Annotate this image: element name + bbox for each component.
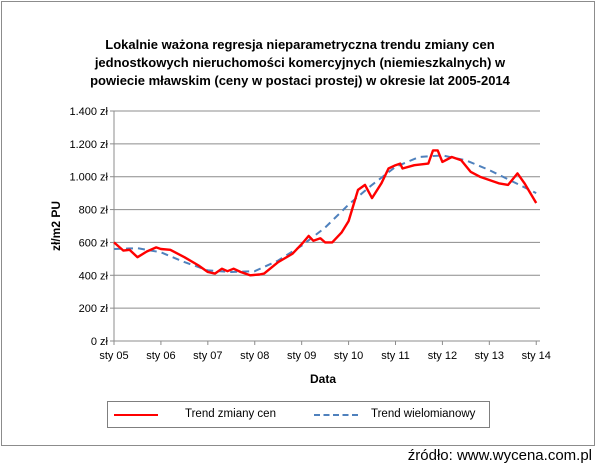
gridlines [114,110,540,309]
x-tick-label: sty 06 [146,350,175,362]
x-tick-label: sty 13 [475,350,504,362]
y-tick-label: 1.000 zł [69,172,108,184]
chart-title: Lokalnie ważona regresja nieparametryczn… [60,36,540,90]
x-tick-label: sty 14 [522,350,551,362]
legend-swatch-polynomial [314,414,358,416]
x-tick-label: sty 11 [381,350,410,362]
x-tick-label: sty 12 [428,350,457,362]
x-tick-label: sty 10 [334,350,363,362]
axes [110,110,540,345]
y-axis-label: zł/m2 PU [49,201,63,251]
chart-title-line-1: Lokalnie ważona regresja nieparametryczn… [105,37,495,52]
x-axis-label: Data [310,372,336,386]
chart-title-line-2: jednostkowych nieruchomości komercyjnych… [94,55,506,70]
legend-label-polynomial: Trend wielomianowy [371,408,476,420]
series-line-polynomial [113,154,537,273]
y-tick-label: 200 zł [79,303,109,315]
series-line-trend [113,149,538,277]
y-tick-label: 1.400 zł [69,106,108,118]
y-tick-labels: 0 zł 200 zł 400 zł 600 zł 800 zł 1.000 zł 1.20… [69,106,108,348]
legend-label-trend: Trend zmiany cen [185,408,276,420]
source-caption: źródło: www.wycena.com.pl [407,447,592,464]
chart-title-line-3: powiecie mławskim (ceny w postaci proste… [90,73,510,88]
y-tick-label: 400 zł [79,270,109,282]
x-tick-label: sty 09 [287,350,316,362]
x-tick-label: sty 07 [193,350,222,362]
series-lines [113,149,538,277]
legend-swatch-trend [114,414,158,416]
legend: Trend zmiany cen Trend wielomianowy [107,401,490,428]
y-tick-label: 0 zł [91,336,109,348]
y-tick-label: 800 zł [79,205,109,217]
y-tick-label: 1.200 zł [69,139,108,151]
chart-frame [1,1,595,446]
x-tick-label: sty 05 [99,350,128,362]
y-tick-label: 600 zł [79,237,109,249]
x-tick-label: sty 08 [240,350,269,362]
x-tick-labels: sty 05 sty 06 sty 07 sty 08 sty 09 sty 10 sty … [99,350,551,362]
